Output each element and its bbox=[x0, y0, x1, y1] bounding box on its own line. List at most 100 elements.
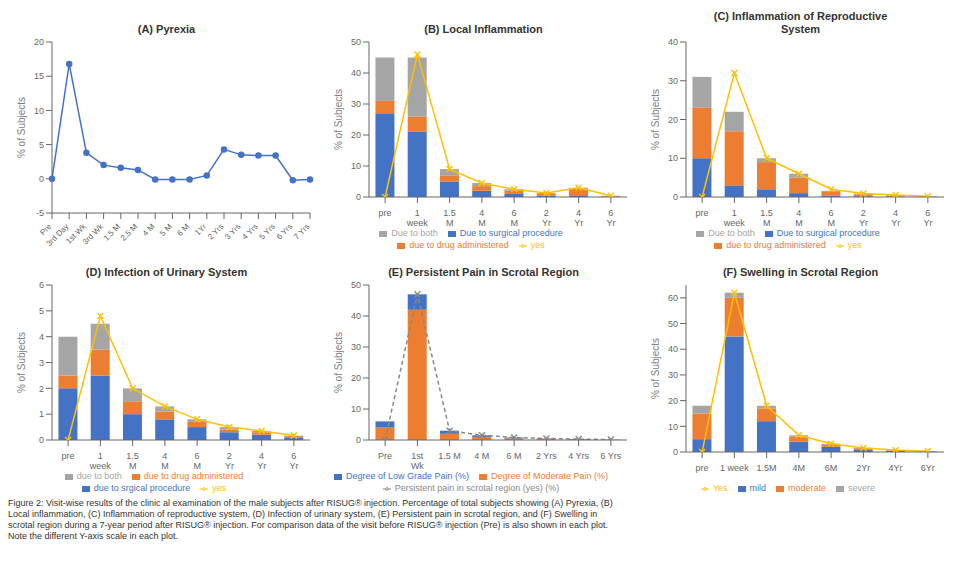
svg-text:2Yr: 2Yr bbox=[225, 451, 234, 471]
svg-text:2Yr: 2Yr bbox=[542, 208, 551, 228]
svg-text:3rd Wk: 3rd Wk bbox=[81, 221, 106, 246]
svg-text:6M: 6M bbox=[825, 463, 838, 473]
svg-text:20: 20 bbox=[34, 37, 44, 47]
svg-text:40: 40 bbox=[351, 68, 361, 78]
svg-text:1.5M: 1.5M bbox=[443, 208, 456, 228]
svg-text:10: 10 bbox=[351, 161, 361, 171]
svg-text:4Yr: 4Yr bbox=[257, 451, 266, 471]
svg-text:4 M: 4 M bbox=[474, 451, 489, 461]
svg-text:5: 5 bbox=[39, 306, 44, 316]
svg-text:0: 0 bbox=[39, 174, 44, 184]
svg-text:40: 40 bbox=[668, 37, 678, 47]
svg-text:6 M: 6 M bbox=[507, 451, 522, 461]
svg-text:3 Yrs: 3 Yrs bbox=[223, 222, 242, 241]
svg-text:50: 50 bbox=[351, 37, 361, 47]
svg-text:10: 10 bbox=[668, 422, 678, 432]
svg-text:4M: 4M bbox=[793, 463, 806, 473]
svg-text:5: 5 bbox=[39, 140, 44, 150]
svg-text:20: 20 bbox=[351, 130, 361, 140]
svg-text:6M: 6M bbox=[827, 208, 835, 228]
svg-text:Pre: Pre bbox=[38, 222, 54, 238]
svg-text:0: 0 bbox=[673, 192, 678, 202]
svg-text:40: 40 bbox=[351, 311, 361, 321]
svg-text:2.5 M: 2.5 M bbox=[119, 222, 140, 243]
svg-text:4Yr: 4Yr bbox=[891, 208, 900, 228]
svg-text:1.5 M: 1.5 M bbox=[102, 222, 123, 243]
svg-text:1stWk: 1stWk bbox=[411, 451, 424, 471]
svg-text:4Yr: 4Yr bbox=[574, 208, 583, 228]
svg-text:% of Subjects: % of Subjects bbox=[650, 338, 661, 399]
svg-text:2Yr: 2Yr bbox=[859, 208, 868, 228]
svg-text:20: 20 bbox=[668, 115, 678, 125]
svg-text:1st Wk: 1st Wk bbox=[64, 222, 88, 246]
svg-text:0: 0 bbox=[356, 192, 361, 202]
svg-text:6Yr: 6Yr bbox=[606, 208, 615, 228]
html-text:Figure 2: Visit-wise results o: Figure 2: Visit-wise results of the clin… bbox=[8, 498, 613, 541]
svg-text:0: 0 bbox=[39, 435, 44, 445]
svg-text:7 Yrs: 7 Yrs bbox=[292, 222, 311, 241]
svg-text:1week: 1week bbox=[723, 208, 746, 228]
svg-text:6M: 6M bbox=[510, 208, 518, 228]
svg-text:30: 30 bbox=[351, 342, 361, 352]
svg-text:40: 40 bbox=[668, 344, 678, 354]
html-text:(C) Inflammation of Reproducti: (C) Inflammation of Reproductive System bbox=[713, 10, 888, 35]
svg-text:4M: 4M bbox=[795, 208, 803, 228]
svg-text:% of Subjects: % of Subjects bbox=[16, 332, 27, 393]
svg-text:% of Subjects: % of Subjects bbox=[650, 89, 661, 150]
svg-text:% of Subjects: % of Subjects bbox=[333, 332, 344, 393]
svg-text:5 M: 5 M bbox=[158, 222, 174, 238]
svg-text:1.5 M: 1.5 M bbox=[438, 451, 461, 461]
svg-text:6: 6 bbox=[39, 280, 44, 290]
svg-text:pre: pre bbox=[62, 451, 75, 461]
svg-text:10: 10 bbox=[668, 153, 678, 163]
svg-text:4 Yrs: 4 Yrs bbox=[240, 222, 259, 241]
svg-text:2Yr: 2Yr bbox=[856, 463, 870, 473]
svg-text:3rd Day: 3rd Day bbox=[44, 222, 70, 248]
svg-text:1: 1 bbox=[39, 409, 44, 419]
svg-text:2 Yrs: 2 Yrs bbox=[536, 451, 557, 461]
svg-text:4Yr: 4Yr bbox=[889, 463, 903, 473]
svg-text:0: 0 bbox=[673, 447, 678, 457]
svg-text:% of Subjects: % of Subjects bbox=[333, 89, 344, 150]
svg-text:20: 20 bbox=[351, 373, 361, 383]
svg-text:50: 50 bbox=[351, 280, 361, 290]
svg-text:10: 10 bbox=[351, 404, 361, 414]
svg-text:3: 3 bbox=[39, 358, 44, 368]
svg-text:4 Yrs: 4 Yrs bbox=[568, 451, 589, 461]
svg-text:2: 2 bbox=[39, 384, 44, 394]
svg-text:4: 4 bbox=[39, 332, 44, 342]
svg-text:20: 20 bbox=[668, 396, 678, 406]
svg-text:pre: pre bbox=[696, 463, 709, 473]
svg-text:1.5M: 1.5M bbox=[126, 451, 139, 471]
svg-text:2 Yrs: 2 Yrs bbox=[206, 222, 225, 241]
svg-text:60: 60 bbox=[668, 293, 678, 303]
svg-text:15: 15 bbox=[34, 71, 44, 81]
svg-text:30: 30 bbox=[668, 370, 678, 380]
svg-text:10: 10 bbox=[34, 106, 44, 116]
svg-text:1week: 1week bbox=[406, 208, 429, 228]
svg-text:6 M: 6 M bbox=[175, 222, 191, 238]
svg-text:Pre: Pre bbox=[378, 451, 392, 461]
svg-text:4 M: 4 M bbox=[141, 222, 157, 238]
svg-text:6Yr: 6Yr bbox=[923, 208, 932, 228]
svg-text:1week: 1week bbox=[89, 451, 112, 471]
svg-text:50: 50 bbox=[668, 319, 678, 329]
svg-text:% of Subjects: % of Subjects bbox=[16, 97, 27, 158]
svg-text:30: 30 bbox=[668, 76, 678, 86]
svg-text:6 Yrs: 6 Yrs bbox=[275, 222, 294, 241]
svg-text:6Yr: 6Yr bbox=[921, 463, 935, 473]
svg-text:1 week: 1 week bbox=[720, 463, 749, 473]
svg-text:4M: 4M bbox=[161, 451, 169, 471]
svg-text:pre: pre bbox=[379, 208, 392, 218]
svg-text:4M: 4M bbox=[478, 208, 486, 228]
svg-text:1.5M: 1.5M bbox=[757, 463, 777, 473]
svg-text:6 Yrs: 6 Yrs bbox=[600, 451, 621, 461]
svg-text:6Yr: 6Yr bbox=[289, 451, 298, 471]
svg-text:6M: 6M bbox=[193, 451, 201, 471]
svg-text:5 Yrs: 5 Yrs bbox=[258, 222, 277, 241]
svg-text:-5: -5 bbox=[36, 208, 44, 218]
svg-text:30: 30 bbox=[351, 99, 361, 109]
svg-text:1.5M: 1.5M bbox=[760, 208, 773, 228]
svg-text:0: 0 bbox=[356, 435, 361, 445]
svg-text:pre: pre bbox=[696, 208, 709, 218]
